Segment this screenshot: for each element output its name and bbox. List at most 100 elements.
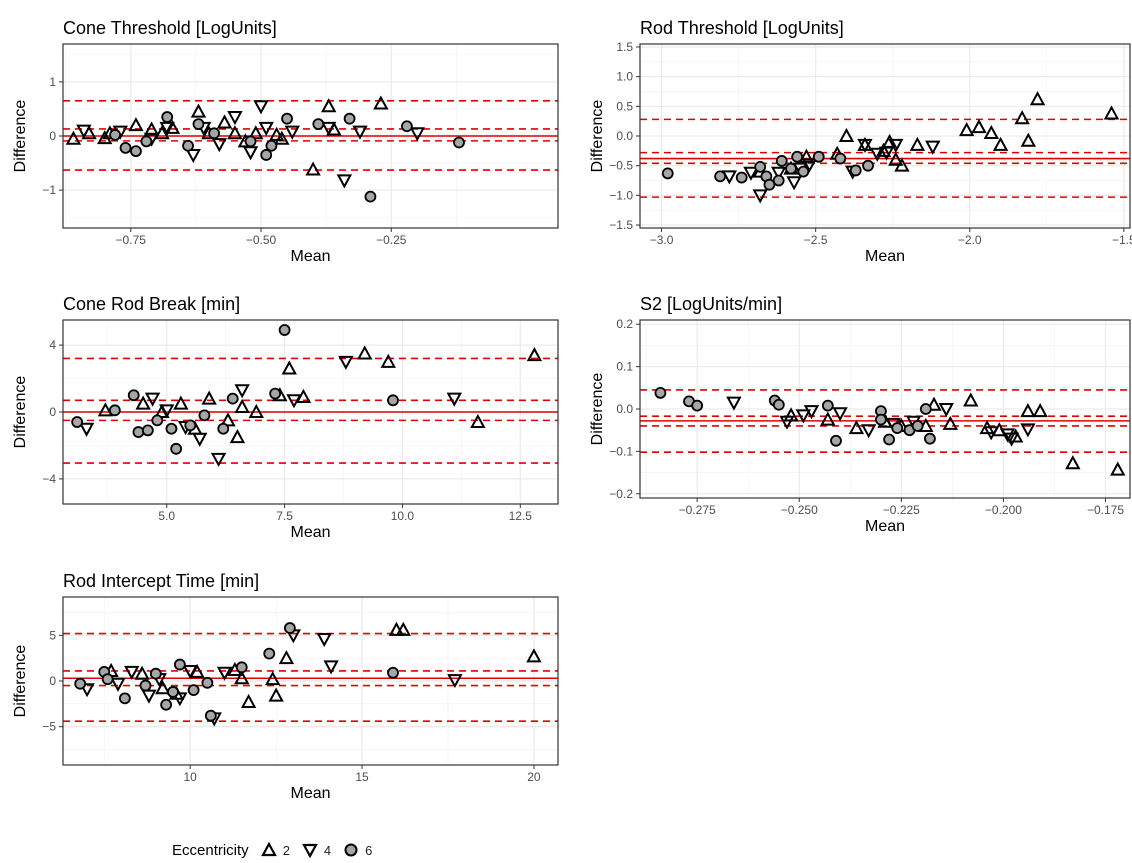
data-point-ecc-6 bbox=[919, 403, 932, 415]
data-point-ecc-4 bbox=[216, 666, 233, 681]
panel-title: Cone Threshold [LogUnits] bbox=[63, 18, 277, 38]
y-tick-label: −1.0 bbox=[609, 188, 633, 202]
data-point-ecc-6 bbox=[160, 698, 173, 711]
data-point-ecc-6 bbox=[167, 686, 179, 698]
x-axis-label: Mean bbox=[290, 524, 330, 541]
data-point-ecc-6 bbox=[208, 127, 221, 140]
data-point-ecc-4 bbox=[78, 422, 95, 437]
data-point-ecc-2 bbox=[1032, 403, 1048, 418]
data-point-ecc-6 bbox=[654, 386, 667, 399]
legend-key-6: 6 bbox=[343, 842, 372, 858]
data-point-ecc-2 bbox=[134, 665, 150, 680]
data-point-ecc-6 bbox=[127, 389, 140, 402]
data-point-ecc-6 bbox=[265, 139, 278, 152]
panel-border bbox=[62, 43, 559, 229]
data-point-ecc-4 bbox=[234, 384, 250, 399]
panel-4: −0.275 −0.250 −0.225 −0.200 −0.175 −0.2 −0.1 0.… bbox=[589, 294, 1131, 535]
data-point-ecc-4 bbox=[857, 138, 873, 153]
data-point-ecc-2 bbox=[128, 117, 144, 132]
data-point-ecc-2 bbox=[135, 395, 151, 410]
data-point-ecc-6 bbox=[151, 414, 164, 427]
data-point-ecc-2 bbox=[281, 360, 297, 375]
triangle-down-icon bbox=[302, 843, 318, 858]
data-point-ecc-4 bbox=[210, 452, 227, 467]
y-tick-label: −5 bbox=[42, 720, 56, 734]
data-point-ecc-4 bbox=[721, 170, 738, 185]
data-point-ecc-6 bbox=[453, 136, 465, 149]
data-point-ecc-4 bbox=[938, 403, 954, 418]
panel-border bbox=[639, 319, 1131, 499]
data-point-ecc-2 bbox=[942, 415, 959, 430]
data-point-ecc-4 bbox=[286, 394, 302, 409]
data-point-ecc-2 bbox=[992, 136, 1009, 151]
data-point-ecc-4 bbox=[185, 148, 201, 164]
panel-3: 5.0 7.5 10.0 12.5 −4 0 4 Cone Rod Break [min] Me… bbox=[12, 294, 559, 541]
data-point-ecc-2 bbox=[1020, 132, 1036, 147]
y-tick-label: 0.1 bbox=[616, 360, 633, 374]
data-point-ecc-6 bbox=[862, 159, 874, 172]
x-axis-label: Mean bbox=[865, 248, 905, 265]
x-tick-label: −1.5 bbox=[1112, 233, 1132, 247]
data-point-ecc-6 bbox=[772, 174, 785, 187]
y-axis-label: Difference bbox=[12, 100, 29, 173]
data-point-ecc-6 bbox=[714, 170, 727, 183]
panel-title: Rod Threshold [LogUnits] bbox=[640, 18, 844, 38]
data-point-ecc-4 bbox=[1020, 423, 1036, 438]
data-point-ecc-4 bbox=[446, 392, 462, 407]
x-tick-label: 15 bbox=[355, 770, 369, 784]
x-tick-label: −0.275 bbox=[679, 503, 716, 517]
data-point-ecc-6 bbox=[283, 622, 296, 634]
data-point-ecc-2 bbox=[909, 136, 926, 151]
y-tick-label: 0.0 bbox=[616, 129, 633, 143]
y-tick-label: 0 bbox=[49, 405, 56, 419]
data-point-ecc-2 bbox=[838, 127, 855, 142]
data-point-ecc-6 bbox=[278, 324, 291, 336]
data-point-ecc-4 bbox=[409, 127, 426, 142]
y-axis-label: Difference bbox=[589, 373, 606, 446]
data-point-ecc-6 bbox=[165, 422, 178, 435]
data-point-ecc-6 bbox=[754, 160, 767, 173]
y-axis-label: Difference bbox=[589, 100, 606, 173]
data-point-ecc-2 bbox=[798, 148, 815, 163]
x-tick-label: −0.175 bbox=[1087, 503, 1124, 517]
data-point-ecc-2 bbox=[971, 119, 987, 134]
data-point-ecc-2 bbox=[240, 693, 257, 708]
data-point-ecc-4 bbox=[253, 100, 269, 115]
data-point-ecc-6 bbox=[849, 164, 862, 177]
data-point-ecc-2 bbox=[278, 650, 295, 665]
y-tick-label: 0.5 bbox=[616, 99, 633, 113]
data-point-ecc-6 bbox=[140, 135, 153, 148]
x-tick-label: 5.0 bbox=[158, 509, 175, 523]
legend-label-2: 2 bbox=[282, 842, 290, 858]
data-point-ecc-2 bbox=[265, 671, 281, 686]
data-point-ecc-6 bbox=[141, 424, 154, 437]
data-point-ecc-4 bbox=[983, 426, 999, 441]
panel-border bbox=[639, 43, 1131, 229]
data-point-ecc-4 bbox=[786, 176, 802, 191]
legend-label-6: 6 bbox=[365, 842, 373, 858]
x-tick-label: 20 bbox=[527, 770, 541, 784]
y-tick-label: −4 bbox=[42, 472, 56, 486]
data-point-ecc-4 bbox=[869, 147, 885, 162]
data-point-ecc-4 bbox=[182, 664, 198, 680]
data-point-ecc-4 bbox=[1003, 432, 1020, 447]
data-point-ecc-2 bbox=[894, 157, 910, 172]
legend-key-2: 2 bbox=[260, 842, 290, 858]
legend-title: Eccentricity bbox=[172, 841, 249, 859]
data-point-ecc-4 bbox=[336, 174, 353, 189]
data-point-ecc-2 bbox=[380, 353, 396, 368]
data-point-ecc-2 bbox=[65, 130, 82, 145]
data-point-ecc-4 bbox=[227, 111, 243, 126]
data-point-ecc-6 bbox=[161, 111, 174, 123]
y-tick-label: −1 bbox=[42, 183, 56, 197]
data-point-ecc-6 bbox=[812, 150, 825, 163]
data-point-ecc-6 bbox=[187, 684, 200, 697]
data-point-ecc-6 bbox=[182, 139, 194, 152]
data-point-ecc-4 bbox=[79, 683, 95, 698]
panel-border bbox=[62, 596, 559, 766]
data-point-ecc-6 bbox=[911, 420, 924, 432]
x-tick-label: −0.75 bbox=[116, 233, 147, 247]
data-point-ecc-4 bbox=[124, 665, 140, 680]
data-point-ecc-4 bbox=[338, 355, 354, 370]
data-point-ecc-2 bbox=[305, 161, 321, 176]
